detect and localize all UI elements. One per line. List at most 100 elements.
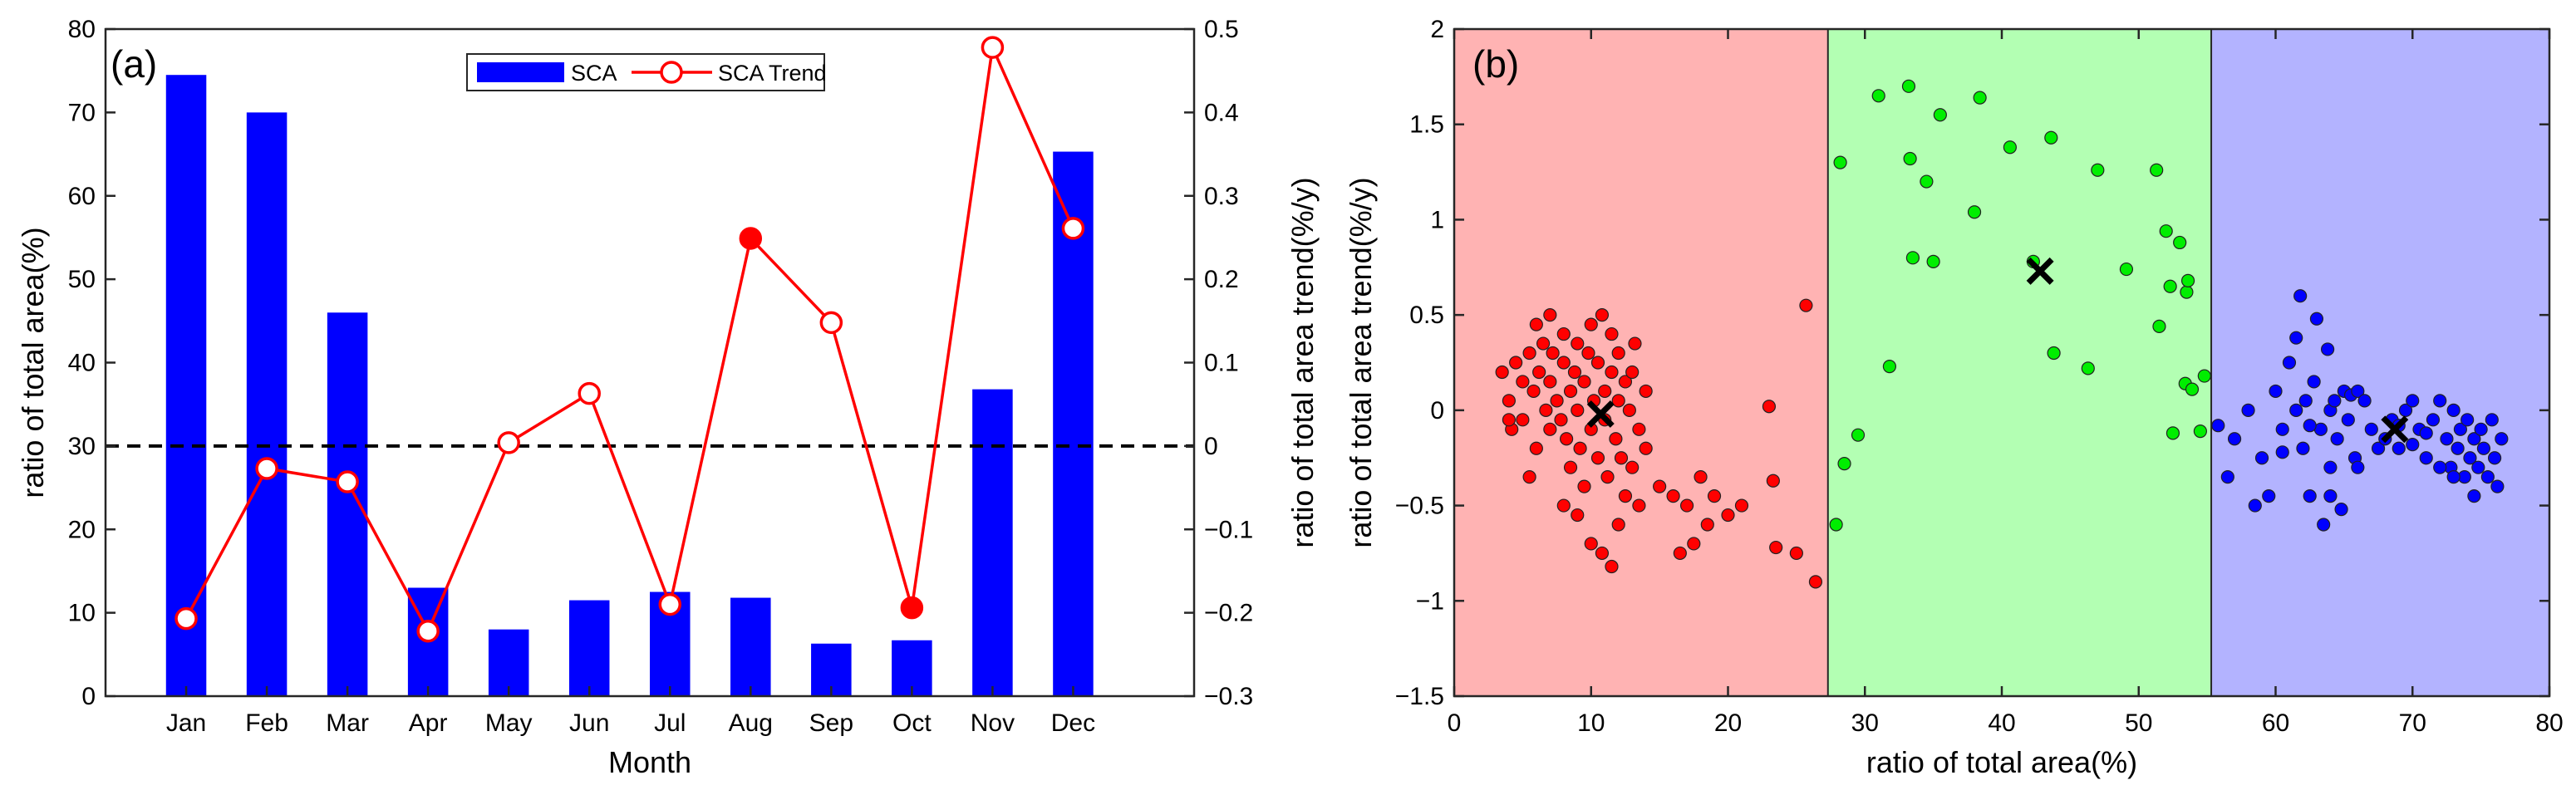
cluster-1-point [1618,375,1633,389]
cluster-3-point [2446,470,2460,484]
cluster-1-point [1605,559,1619,574]
cluster-2-point [2185,382,2200,396]
cluster-1-point [1618,488,1633,503]
bar-may [488,629,529,696]
x-tick-label: Aug [729,709,773,737]
cluster-1-point [1632,422,1646,436]
y-tick-label: −1.5 [1395,683,1444,710]
cluster-3-point [2296,441,2310,455]
bar-jun [568,600,610,696]
cluster-2-point [2152,319,2166,334]
x-axis-label: ratio of total area(%) [1866,745,2137,779]
x-tick-label: 10 [1577,709,1605,737]
cluster-2-point [2197,369,2211,383]
bar-jan [165,75,207,697]
bar-aug [730,597,771,696]
cluster-3-point [2334,503,2348,517]
cluster-1-point [1700,518,1714,532]
cluster-1-point [1611,346,1625,361]
cluster-3-point [2293,289,2308,303]
y-tick-label: 30 [68,433,96,460]
cluster-3-point [2328,394,2342,408]
y2-tick-label: 0.5 [1204,16,1239,43]
cluster-3-point [2298,394,2313,408]
cluster-2-point [2119,262,2134,277]
cluster-2-point [2159,224,2173,238]
cluster-3-point [2419,426,2433,440]
cluster-1-point [1567,365,1582,380]
cluster-2-point [2091,163,2105,177]
legend-marker-sca-trend [660,61,683,84]
cluster-1-centroid [1586,400,1615,428]
cluster-2-point [1967,205,1982,219]
cluster-1-point [1766,474,1780,488]
trend-marker-jul [658,592,682,616]
y-axis-label: ratio of total area(%) [16,227,50,498]
cluster-1-point [1622,403,1636,417]
y2-tick-label: −0.1 [1204,516,1253,543]
cluster-2-point [1851,428,1866,442]
cluster-3-point [2323,488,2338,503]
cluster-3-point [2309,312,2324,326]
cluster-3-point [2471,460,2485,474]
cluster-1-point [1559,432,1574,446]
cluster-3-point [2351,384,2365,399]
cluster-3-point [2351,460,2365,474]
y-tick-label: 2 [1430,16,1444,43]
cluster-1-point [1529,441,1543,455]
x-tick-label: May [485,709,533,737]
cluster-3-point [2241,403,2255,417]
panel-a-bar-line-chart: 0 10 20 30 40 50 60 70 80 −0.3 −0.2 −0.1 0 0.1 0.2 0.3 0… [16,16,1320,779]
x-axis-label: Month [608,745,691,779]
cluster-3-point [2220,470,2234,484]
cluster-1-point [1611,518,1625,532]
cluster-1-point [1556,356,1571,370]
cluster-1-point [1556,498,1571,513]
y2-tick-label: 0 [1204,433,1218,460]
cluster-1-point [1762,400,1777,414]
y-tick-label: 60 [68,183,96,210]
cluster-3-point [2451,441,2465,455]
cluster-2-point [2180,273,2195,287]
cluster-1-point [1543,375,1557,389]
cluster-3-point [2467,488,2481,503]
x-tick-label: Sep [809,709,853,737]
cluster-1-point [1639,384,1653,399]
cluster-3-point [2495,432,2509,446]
cluster-1-point [1595,546,1610,561]
cluster-1-point [1543,422,1557,436]
cluster-3-point [2282,356,2297,370]
y-tick-label: 40 [68,350,96,377]
y-tick-label: 70 [68,99,96,126]
cluster-1-point [1666,488,1680,503]
y-tick-label: 0.5 [1409,302,1444,329]
cluster-1-point [1673,546,1687,561]
y2-tick-label: −0.2 [1204,600,1253,627]
cluster-3-centroid [2381,415,2409,444]
trend-marker-jun [578,381,601,405]
cluster-1-point [1573,441,1587,455]
region-3 [2211,29,2549,696]
cluster-2-point [1905,251,1920,265]
cluster-1-point [1546,346,1560,361]
cluster-1-point [1536,336,1551,351]
cluster-1-point [1734,498,1749,513]
cluster-2-point [2193,424,2207,439]
legend: SCA SCA Trend [466,53,827,91]
cluster-3-point [2357,394,2372,408]
y2-tick-label: 0.3 [1204,183,1239,210]
cluster-1-point [1495,365,1509,380]
cluster-3-point [2419,451,2433,465]
cluster-1-point [1502,413,1517,427]
cluster-3-point [2467,432,2481,446]
cluster-1-point [1571,403,1585,417]
x-tick-label: 20 [1714,709,1742,737]
cluster-1-point [1611,394,1625,408]
cluster-2-point [1973,91,1987,105]
x-tick-label: Jul [654,709,686,737]
cluster-3-point [2440,432,2454,446]
x-tick-label: 50 [2125,709,2152,737]
cluster-3-point [2453,422,2468,436]
cluster-1-point [1605,365,1619,380]
x-tick-label: Feb [245,709,288,737]
